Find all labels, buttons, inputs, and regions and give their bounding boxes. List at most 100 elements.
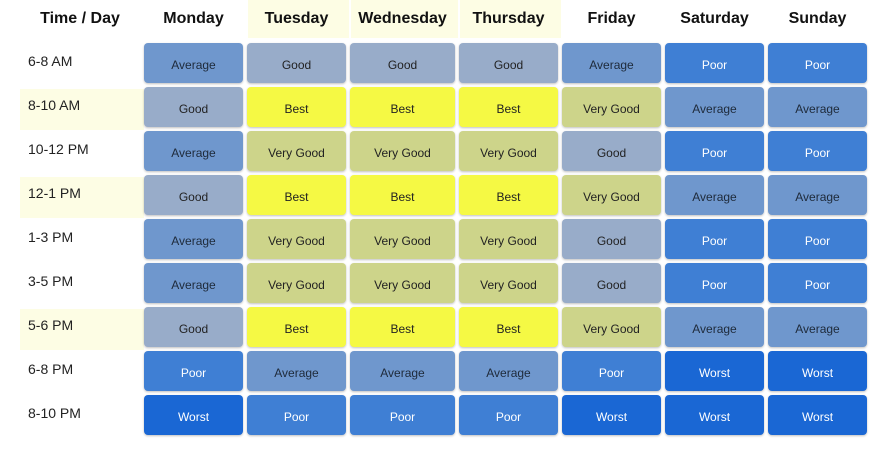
schedule-cell[interactable]: Poor <box>247 395 346 435</box>
schedule-cell[interactable]: Average <box>665 87 764 127</box>
schedule-cell[interactable]: Average <box>768 175 867 215</box>
schedule-cell[interactable]: Good <box>247 43 346 83</box>
schedule-cell[interactable]: Average <box>144 219 243 259</box>
day-header-monday: Monday <box>163 10 224 27</box>
time-label: 8-10 PM <box>28 405 81 421</box>
schedule-cell[interactable]: Worst <box>665 351 764 391</box>
schedule-cell[interactable]: Average <box>144 263 243 303</box>
time-label: 8-10 AM <box>28 97 81 113</box>
schedule-cell[interactable]: Very Good <box>247 263 346 303</box>
day-header-friday: Friday <box>587 10 636 27</box>
schedule-cell[interactable]: Best <box>459 87 558 127</box>
schedule-cell[interactable]: Average <box>144 131 243 171</box>
schedule-cell[interactable]: Average <box>768 307 867 347</box>
schedule-cell[interactable]: Very Good <box>562 87 661 127</box>
schedule-cell[interactable]: Best <box>247 175 346 215</box>
day-header-thursday: Thursday <box>472 10 545 27</box>
schedule-cell[interactable]: Very Good <box>459 219 558 259</box>
schedule-cell[interactable]: Good <box>459 43 558 83</box>
schedule-cell[interactable]: Average <box>459 351 558 391</box>
cell-rating: Best <box>390 190 415 204</box>
cell-rating: Good <box>281 58 312 72</box>
schedule-cell[interactable]: Poor <box>562 351 661 391</box>
schedule-cell[interactable]: Good <box>144 175 243 215</box>
cell-rating: Best <box>496 190 521 204</box>
cell-rating: Very Good <box>374 278 431 292</box>
schedule-cell[interactable]: Poor <box>768 263 867 303</box>
cell-rating: Worst <box>177 410 210 424</box>
schedule-cell[interactable]: Good <box>350 43 455 83</box>
cell-rating: Poor <box>180 366 207 380</box>
schedule-cell[interactable]: Worst <box>768 351 867 391</box>
schedule-cell[interactable]: Very Good <box>459 263 558 303</box>
schedule-cell[interactable]: Poor <box>665 263 764 303</box>
schedule-cell[interactable]: Average <box>665 175 764 215</box>
day-header-sunday: Sunday <box>788 10 847 27</box>
schedule-cell[interactable]: Very Good <box>459 131 558 171</box>
schedule-cell[interactable]: Good <box>144 87 243 127</box>
cell-rating: Poor <box>804 146 831 160</box>
schedule-cell[interactable]: Very Good <box>247 131 346 171</box>
schedule-cell[interactable]: Poor <box>350 395 455 435</box>
schedule-cell[interactable]: Average <box>144 43 243 83</box>
schedule-cell[interactable]: Very Good <box>562 307 661 347</box>
cell-rating: Average <box>380 366 425 380</box>
schedule-cell[interactable]: Poor <box>665 43 764 83</box>
cell-rating: Very Good <box>480 146 537 160</box>
cell-rating: Poor <box>701 234 728 248</box>
schedule-cell[interactable]: Poor <box>768 131 867 171</box>
schedule-cell[interactable]: Poor <box>144 351 243 391</box>
schedule-cell[interactable]: Worst <box>768 395 867 435</box>
schedule-cell[interactable]: Poor <box>459 395 558 435</box>
cell-rating: Poor <box>804 234 831 248</box>
schedule-cell[interactable]: Very Good <box>247 219 346 259</box>
schedule-cell[interactable]: Best <box>350 87 455 127</box>
cell-rating: Good <box>387 58 418 72</box>
schedule-cell[interactable]: Worst <box>562 395 661 435</box>
schedule-cell[interactable]: Good <box>562 131 661 171</box>
cell-rating: Very Good <box>374 146 431 160</box>
cell-rating: Very Good <box>583 322 640 336</box>
cell-rating: Average <box>795 102 840 116</box>
schedule-cell[interactable]: Very Good <box>350 219 455 259</box>
schedule-cell[interactable]: Best <box>350 307 455 347</box>
schedule-cell[interactable]: Good <box>562 263 661 303</box>
row-highlight <box>20 177 144 218</box>
schedule-cell[interactable]: Good <box>562 219 661 259</box>
schedule-cell[interactable]: Best <box>350 175 455 215</box>
cell-rating: Average <box>274 366 319 380</box>
schedule-cell[interactable]: Poor <box>768 219 867 259</box>
cell-rating: Very Good <box>480 234 537 248</box>
cell-rating: Good <box>178 322 209 336</box>
cell-rating: Very Good <box>480 278 537 292</box>
header-highlight <box>248 0 349 38</box>
schedule-cell[interactable]: Very Good <box>350 263 455 303</box>
schedule-cell[interactable]: Best <box>247 87 346 127</box>
schedule-cell[interactable]: Poor <box>768 43 867 83</box>
schedule-cell[interactable]: Average <box>247 351 346 391</box>
schedule-cell[interactable]: Poor <box>665 219 764 259</box>
schedule-cell[interactable]: Worst <box>144 395 243 435</box>
schedule-cell[interactable]: Very Good <box>562 175 661 215</box>
cell-rating: Good <box>178 190 209 204</box>
schedule-cell[interactable]: Good <box>144 307 243 347</box>
schedule-cell[interactable]: Average <box>562 43 661 83</box>
schedule-cell[interactable]: Average <box>768 87 867 127</box>
schedule-cell[interactable]: Best <box>459 307 558 347</box>
schedule-cell[interactable]: Very Good <box>350 131 455 171</box>
schedule-cell[interactable]: Best <box>459 175 558 215</box>
schedule-cell[interactable]: Poor <box>665 131 764 171</box>
schedule-cell[interactable]: Average <box>350 351 455 391</box>
cell-rating: Very Good <box>583 190 640 204</box>
cell-rating: Poor <box>701 146 728 160</box>
cell-rating: Average <box>171 234 216 248</box>
cell-rating: Poor <box>804 278 831 292</box>
schedule-cell[interactable]: Best <box>247 307 346 347</box>
cell-rating: Average <box>795 322 840 336</box>
schedule-cell[interactable]: Average <box>665 307 764 347</box>
header-highlight <box>351 0 458 38</box>
schedule-cell[interactable]: Worst <box>665 395 764 435</box>
cell-rating: Good <box>596 146 627 160</box>
cell-rating: Best <box>496 322 521 336</box>
cell-rating: Average <box>589 58 634 72</box>
